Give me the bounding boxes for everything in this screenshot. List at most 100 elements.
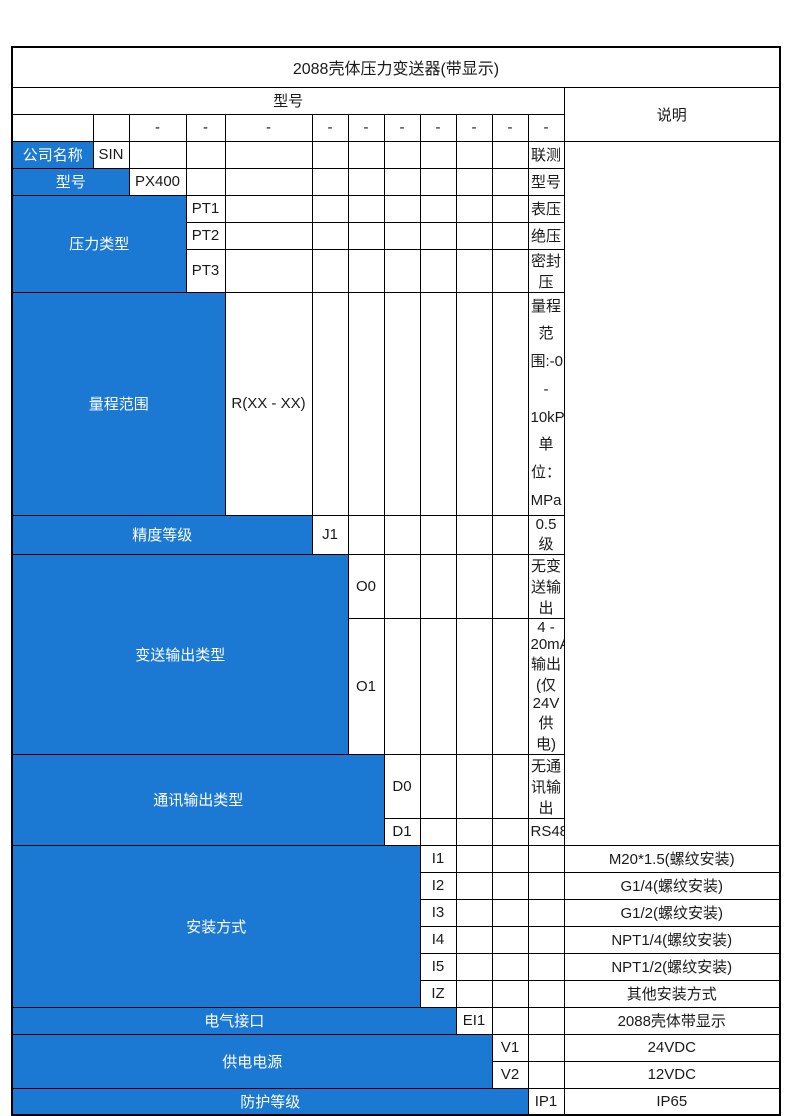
code-cell: EI1 [455,1006,493,1035]
empty-cell [455,753,493,819]
empty-cell [455,221,493,250]
separator-cell: - [419,113,457,142]
description-header: 说明 [563,86,781,142]
desc-cell: RS485 [527,817,565,846]
empty-cell [185,140,226,169]
code-cell: I1 [419,844,457,873]
desc-cell: 绝压 [527,221,565,250]
empty-cell [455,194,493,223]
empty-cell [419,194,457,223]
table-row: 防护等级 IP1 IP65 [11,1087,781,1116]
empty-cell [92,113,130,142]
model-selection-table: 2088壳体压力变送器(带显示) 型号 说明 - - - - - - - - -… [11,46,781,1116]
code-cell: PT2 [185,221,226,250]
empty-cell [455,140,493,169]
table-row: 变送输出类型 O0 无变送输出 [11,553,780,755]
empty-cell [311,167,349,196]
code-cell: I4 [419,925,457,954]
empty-cell [455,817,493,846]
desc-cell: 12VDC [563,1060,781,1089]
category-label-power-supply: 供电电源 [11,1033,493,1089]
category-label-protection-rating: 防护等级 [11,1087,529,1116]
separator-cell: - [185,113,226,142]
empty-cell [419,753,457,819]
desc-cell: G1/2(螺纹安装) [563,898,781,927]
empty-cell [491,753,529,819]
empty-cell [347,221,385,250]
empty-cell [455,248,493,293]
empty-cell [419,514,457,555]
empty-cell [419,617,457,755]
empty-cell [491,167,529,196]
empty-cell [311,291,349,516]
desc-cell: 24VDC [563,1033,781,1062]
table-row: 量程范围 R(XX - XX) 量程范围:-0.1MPa...0 - 10kPa… [11,291,780,516]
empty-cell [383,248,421,293]
empty-cell [311,221,349,250]
desc-cell: 无变送输出 [527,553,565,619]
empty-cell [491,925,529,954]
empty-cell [455,871,493,900]
code-cell: J1 [311,514,349,555]
separator-cell: - [347,113,385,142]
empty-cell [383,553,421,619]
code-cell: I2 [419,871,457,900]
empty-cell [419,167,457,196]
code-cell: I3 [419,898,457,927]
empty-cell [224,248,313,293]
separator-cell: - [224,113,313,142]
empty-cell [527,952,565,981]
code-cell: O0 [347,553,385,619]
empty-cell [527,844,565,873]
code-cell: PX400 [128,167,187,196]
desc-cell: 2088壳体带显示 [563,1006,781,1035]
empty-cell [491,140,529,169]
code-cell: V1 [491,1033,529,1062]
empty-cell [383,221,421,250]
separator-cell: - [128,113,187,142]
table-row: 型号 PX400 型号 [11,167,780,196]
code-cell: PT1 [185,194,226,223]
table-row: 公司名称 SIN 联测 [11,140,780,169]
code-cell: PT3 [185,248,226,293]
separator-cell: - [455,113,493,142]
desc-cell: 其他安装方式 [563,979,781,1008]
code-cell: V2 [491,1060,529,1089]
category-label-accuracy: 精度等级 [11,514,313,555]
empty-cell [224,194,313,223]
empty-cell [491,979,529,1008]
desc-cell: 量程范围:-0.1MPa...0 - 10kPa...60MPa 单位： MPa [527,291,565,516]
code-cell: SIN [92,140,130,169]
table-row: 电气接口 EI1 2088壳体带显示 [11,1006,781,1035]
empty-cell [419,817,457,846]
empty-cell [527,1033,565,1062]
separator-cell: - [311,113,349,142]
empty-cell [419,291,457,516]
empty-cell [455,925,493,954]
empty-cell [383,167,421,196]
empty-cell [491,617,529,755]
desc-cell: 表压 [527,194,565,223]
empty-cell [347,167,385,196]
empty-cell [347,140,385,169]
empty-cell [491,291,529,516]
empty-cell [455,553,493,619]
table-row: 通讯输出类型 D0 无通讯输出 [11,753,780,846]
empty-cell [527,1006,565,1035]
table-row: 压力类型 PT1 表压 [11,194,780,293]
empty-cell [491,898,529,927]
empty-cell [455,291,493,516]
empty-cell [491,514,529,555]
table-title: 2088壳体压力变送器(带显示) [11,46,781,88]
separator-cell: - [491,113,529,142]
table-row: 供电电源 V1 24VDC [11,1033,781,1089]
category-label-model: 型号 [11,167,130,196]
empty-cell [311,248,349,293]
code-cell: R(XX - XX) [224,291,313,516]
desc-cell: 密封压 [527,248,565,293]
desc-cell: 无通讯输出 [527,753,565,819]
empty-cell [527,925,565,954]
empty-cell [185,167,226,196]
empty-cell [419,140,457,169]
empty-cell [491,221,529,250]
